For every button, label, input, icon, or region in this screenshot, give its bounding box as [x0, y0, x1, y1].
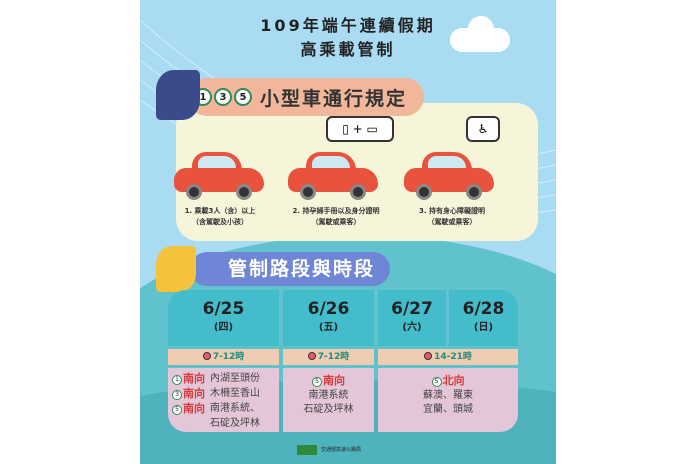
route-cell: 1 南向 內湖至頭份 3 南向 木柵至香山 5 南向 南港系統、 石碇及坪林	[168, 368, 279, 432]
time-cell: 14-21時	[378, 349, 518, 365]
dragon-boat-icon	[156, 70, 200, 120]
pregnancy-id-bubble-icon: ▯ + ▭	[326, 116, 394, 142]
poster: 109年端午連續假期 高乘載管制 1 3 5 小型車通行規定 ▯ + ▭ ♿ 1…	[140, 0, 556, 464]
rule-1: 1. 乘載3人（含）以上 （含駕駛及小孩）	[184, 207, 256, 226]
route-cell: 5 北向 蘇澳、羅東 宜蘭、頭城	[378, 368, 518, 432]
section2-banner: 管制路段與時段	[190, 252, 390, 286]
rule-3: 3. 持有身心障礙證明 （駕駛或乘客）	[419, 207, 485, 226]
agency-name: 交通部高速公路局	[321, 447, 362, 453]
agency-logo	[297, 445, 317, 455]
section1-banner: 1 3 5 小型車通行規定	[188, 78, 424, 116]
clock-icon	[424, 352, 433, 360]
section1-title: 小型車通行規定	[260, 87, 408, 110]
car-icon	[174, 150, 264, 200]
rule-2: 2. 持孕婦手冊以及身分證明 （駕駛或乘客）	[292, 207, 380, 226]
dragon-boat-icon	[156, 246, 196, 292]
date-cell: 6/26 (五)	[283, 290, 374, 346]
cloud-icon	[450, 16, 510, 52]
time-cell: 7-12時	[283, 349, 374, 365]
time-cell: 7-12時	[168, 349, 279, 365]
date-cell: 6/27 (六)	[378, 290, 446, 346]
clock-icon	[307, 352, 316, 360]
title-line1: 109年端午連續假期	[260, 16, 436, 35]
car-icon	[404, 150, 494, 200]
route-cell: 5 南向 南港系統 石碇及坪林	[283, 368, 374, 432]
car-icon	[288, 150, 378, 200]
clock-icon	[202, 352, 211, 360]
title-line2: 高乘載管制	[300, 40, 396, 59]
day-badge: 5	[234, 88, 252, 106]
disability-card-bubble-icon: ♿	[466, 116, 500, 142]
date-cell: 6/25 (四)	[168, 290, 279, 346]
date-cell: 6/28 (日)	[449, 290, 518, 346]
day-badge: 3	[214, 88, 232, 106]
